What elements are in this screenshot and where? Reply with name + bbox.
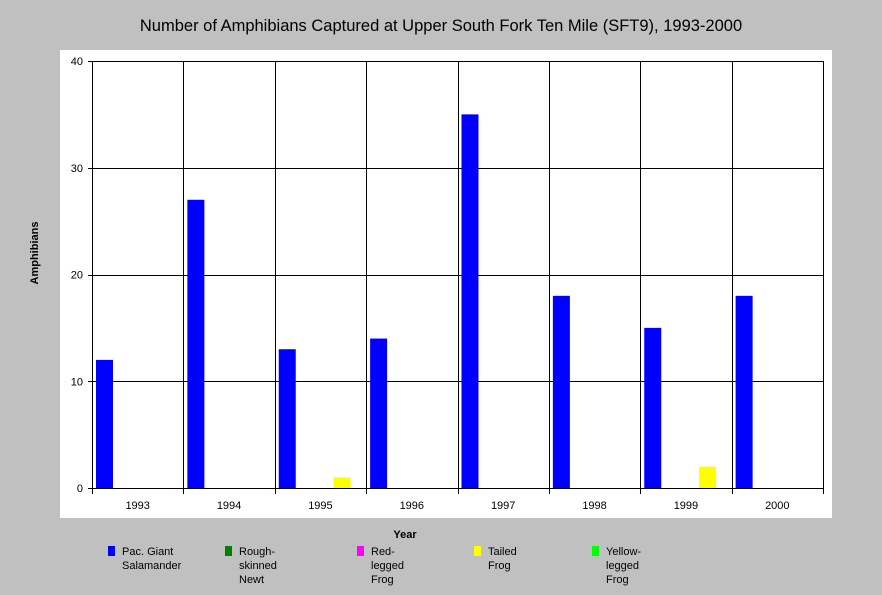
legend-item: Yellow-legged Frog (592, 545, 641, 587)
x-tick-label: 1994 (217, 500, 241, 512)
legend-item: Pac. Giant Salamander (108, 545, 181, 573)
chart-title: Number of Amphibians Captured at Upper S… (139, 17, 743, 35)
legend-swatch (108, 546, 115, 556)
bar (461, 114, 479, 488)
bar (278, 349, 296, 488)
bar (96, 359, 113, 488)
x-tick-label: 1993 (125, 500, 149, 512)
bar (735, 295, 753, 488)
x-tick-label: 1995 (308, 500, 332, 512)
legend-label: Tailed Frog (488, 546, 517, 572)
y-tick-label: 40 (71, 56, 83, 68)
x-tick-label: 1999 (674, 500, 698, 512)
x-tick-label: 1997 (491, 500, 515, 512)
legend-label: Red-legged Frog (371, 546, 405, 586)
legend-swatch (225, 546, 232, 556)
y-tick-label: 20 (71, 270, 83, 282)
bar (699, 466, 717, 488)
legend-item: Red-legged Frog (357, 545, 404, 587)
legend-item: Tailed Frog (474, 545, 517, 573)
x-tick-label: 1996 (400, 500, 424, 512)
bar (370, 338, 388, 488)
y-tick-label: 10 (71, 376, 83, 388)
legend-swatch (474, 546, 481, 556)
y-axis-label: Amphibians (29, 221, 41, 285)
bar (187, 199, 205, 488)
bar (552, 295, 570, 488)
legend-label: Yellow-legged Frog (606, 546, 642, 586)
legend-swatch (592, 546, 599, 556)
legend-swatch (357, 546, 364, 556)
bar (644, 327, 662, 488)
x-tick-label: 1998 (582, 500, 606, 512)
y-tick-label: 0 (77, 483, 83, 495)
legend-item: Rough-skinned Newt (225, 545, 277, 587)
y-tick-label: 30 (71, 163, 83, 175)
bar (333, 477, 351, 488)
legend-label: Pac. Giant Salamander (122, 546, 182, 572)
legend-label: Rough-skinned Newt (239, 546, 277, 586)
x-tick-label: 2000 (765, 500, 789, 512)
